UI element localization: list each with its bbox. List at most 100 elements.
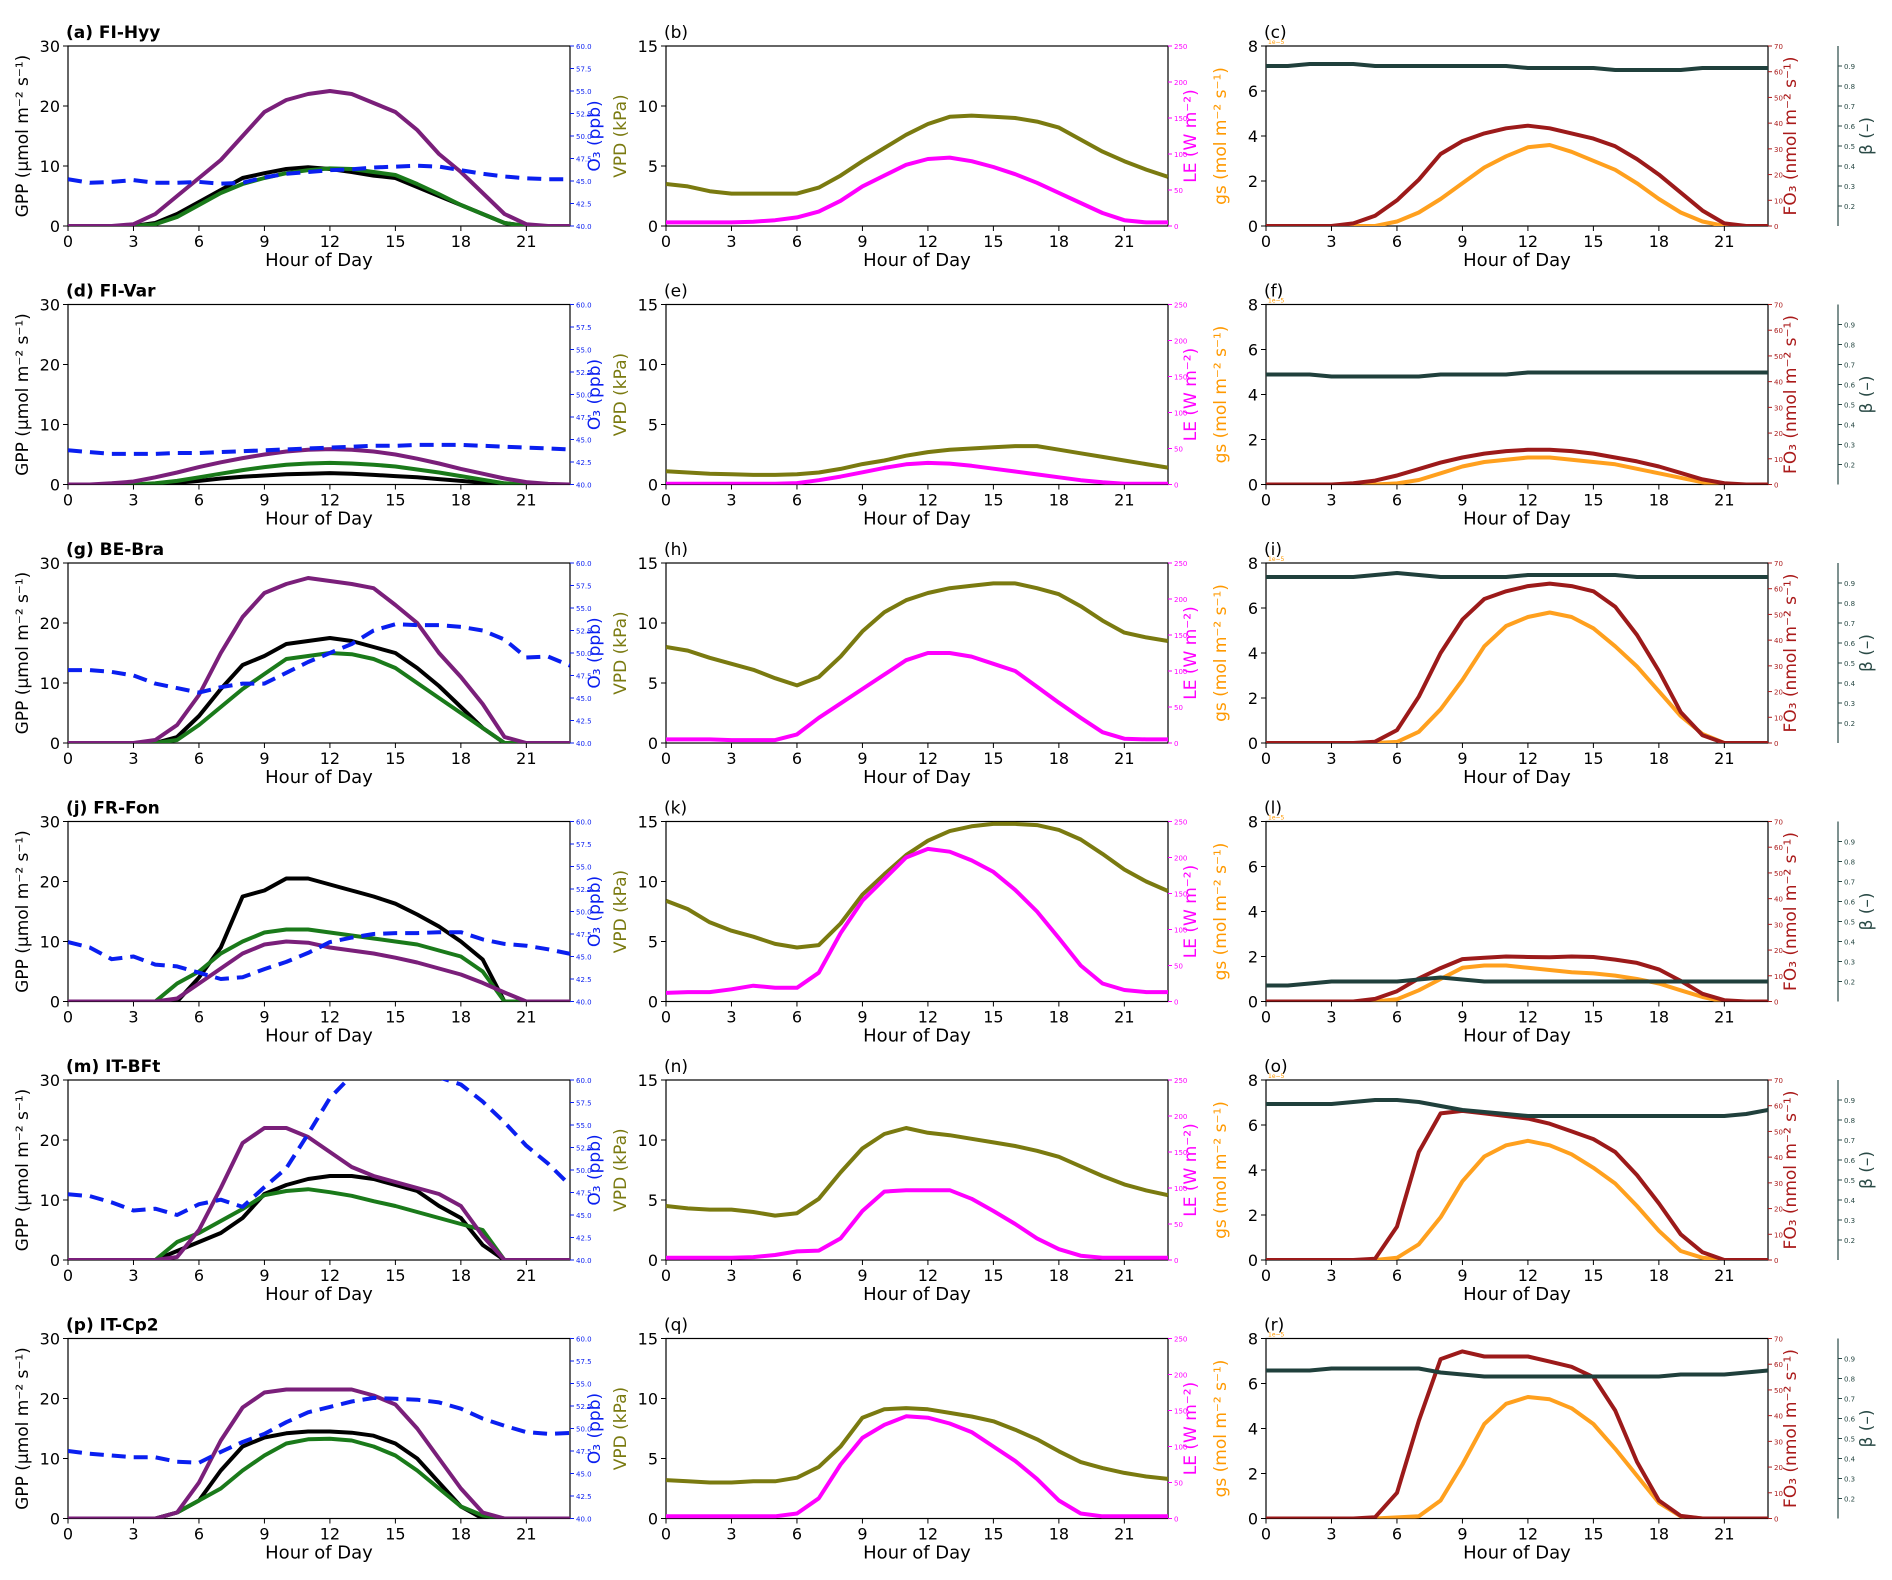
y2-tick-label-e: 0 — [1174, 482, 1178, 490]
x-tick-label-o: 0 — [1261, 1266, 1271, 1285]
x-tick-label-r: 9 — [1457, 1525, 1467, 1544]
x-tick-label-l: 0 — [1261, 1008, 1271, 1027]
y2-tick-label-q: 100 — [1174, 1444, 1187, 1452]
y2-tick-label-d: 60.0 — [576, 302, 592, 310]
panel-frame-a — [67, 45, 571, 227]
y2-tick-label-n: 100 — [1174, 1185, 1187, 1193]
y2-tick-label-p: 47.5 — [576, 1448, 592, 1456]
y2-axis-label-d: O₃ (ppb) — [585, 359, 605, 430]
y2-tick-label-h: 150 — [1174, 632, 1187, 640]
y2-tick-label-n: 250 — [1174, 1077, 1187, 1085]
series-beta-o — [1266, 1098, 1768, 1118]
panel-title-h: (h) — [664, 540, 688, 560]
series-gpp_purple-m — [68, 1126, 570, 1260]
y-tick-label-d: 0 — [50, 476, 60, 495]
x-tick-label-q: 3 — [726, 1525, 736, 1544]
x-tick-label-j: 0 — [63, 1008, 73, 1027]
x-tick-label-n: 21 — [1114, 1266, 1134, 1285]
beta-tick-label-i: 0.6 — [1844, 640, 1856, 648]
y2-tick-label-c: 30 — [1774, 146, 1783, 154]
y2-tick-label-h: 50 — [1174, 704, 1183, 712]
y2-tick-label-b: 200 — [1174, 79, 1187, 87]
y2-axis-label-e: LE (W m⁻²) — [1181, 348, 1201, 441]
y2-tick-label-l: 30 — [1774, 921, 1783, 929]
panel-title-l: (l) — [1264, 799, 1282, 819]
y2-tick-label-a: 55.0 — [576, 88, 592, 96]
beta-tick-label-r: 0.9 — [1844, 1356, 1855, 1364]
y2-tick-label-f: 60 — [1774, 327, 1783, 335]
beta-tick-label-f: 0.4 — [1844, 422, 1856, 430]
y2-tick-label-h: 250 — [1174, 560, 1187, 568]
series-gs-l — [1266, 963, 1768, 1002]
y-tick-label-g: 20 — [40, 614, 60, 633]
x-axis-label-o: Hour of Day — [1463, 1284, 1571, 1305]
x-tick-label-k: 6 — [792, 1008, 802, 1027]
x-axis-label-g: Hour of Day — [265, 767, 373, 788]
x-tick-label-k: 9 — [857, 1008, 867, 1027]
y-axis-label-n: VPD (kPa) — [611, 1128, 631, 1211]
x-tick-label-g: 3 — [128, 749, 138, 768]
x-axis-label-h: Hour of Day — [863, 767, 971, 788]
y-tick-label-c: 8 — [1248, 37, 1258, 56]
y-tick-label-e: 10 — [638, 356, 658, 375]
beta-tick-label-i: 0.4 — [1844, 680, 1856, 688]
y2-tick-label-p: 50.0 — [576, 1426, 592, 1434]
y2-tick-label-i: 0 — [1774, 740, 1778, 748]
series-beta-r — [1266, 1366, 1768, 1379]
beta-axis-label-c: β (–) — [1857, 117, 1877, 155]
y-tick-label-i: 2 — [1248, 689, 1258, 708]
y2-tick-label-m: 60.0 — [576, 1077, 592, 1085]
y2-tick-label-d: 55.0 — [576, 347, 592, 355]
y2-axis-label-q: LE (W m⁻²) — [1181, 1382, 1201, 1475]
x-tick-label-f: 3 — [1326, 491, 1336, 510]
x-tick-label-b: 3 — [726, 232, 736, 251]
y2-axis-label-i: FO₃ (nmol m⁻² s⁻¹) — [1781, 574, 1801, 733]
panel-frame-q — [665, 1337, 1169, 1520]
y-tick-label-r: 0 — [1248, 1510, 1258, 1529]
x-tick-label-q: 12 — [918, 1525, 938, 1544]
series-vpd-e — [666, 444, 1168, 477]
y2-tick-label-l: 20 — [1774, 947, 1783, 955]
beta-tick-label-i: 0.9 — [1844, 580, 1855, 588]
y2-tick-label-r: 0 — [1774, 1516, 1778, 1524]
panel-title-f: (f) — [1264, 282, 1283, 302]
panel-title-n: (n) — [664, 1057, 688, 1077]
y2-axis-label-j: O₃ (ppb) — [585, 876, 605, 947]
y2-tick-label-c: 20 — [1774, 172, 1783, 180]
y2-tick-label-q: 150 — [1174, 1408, 1187, 1416]
y2-tick-label-o: 10 — [1774, 1231, 1783, 1239]
x-tick-label-n: 9 — [857, 1266, 867, 1285]
x-tick-label-p: 21 — [516, 1525, 536, 1544]
x-tick-label-e: 12 — [918, 491, 938, 510]
x-tick-label-p: 9 — [259, 1525, 269, 1544]
y2-tick-label-a: 50.0 — [576, 133, 592, 141]
y-tick-label-o: 2 — [1248, 1206, 1258, 1225]
y-tick-label-g: 0 — [50, 734, 60, 753]
y2-tick-label-g: 40.0 — [576, 740, 592, 748]
y-axis-label-j: GPP (μmol m⁻² s⁻¹) — [13, 830, 33, 993]
beta-tick-label-o: 0.3 — [1844, 1217, 1855, 1225]
y-axis-label-o: gs (mol m⁻² s⁻¹) — [1211, 1101, 1231, 1239]
gs-exponent-r: 1e−5 — [1268, 1332, 1285, 1339]
panel-title-k: (k) — [664, 799, 687, 819]
beta-tick-label-r: 0.3 — [1844, 1476, 1855, 1484]
x-tick-label-p: 3 — [128, 1525, 138, 1544]
panel-frame-c — [1265, 45, 1769, 227]
y2-tick-label-j: 60.0 — [576, 819, 592, 827]
panel-title-o: (o) — [1264, 1057, 1288, 1077]
gs-exponent-c: 1e−5 — [1268, 39, 1285, 46]
x-tick-label-k: 21 — [1114, 1008, 1134, 1027]
beta-tick-label-f: 0.9 — [1844, 322, 1855, 330]
x-tick-label-q: 9 — [857, 1525, 867, 1544]
series-vpd-h — [666, 581, 1168, 688]
series-le-q — [666, 1414, 1168, 1519]
y-axis-label-q: VPD (kPa) — [611, 1387, 631, 1470]
x-tick-label-f: 18 — [1649, 491, 1669, 510]
x-tick-label-q: 0 — [661, 1525, 671, 1544]
series-fo3-c — [1266, 123, 1768, 226]
beta-axis-label-o: β (–) — [1857, 1151, 1877, 1189]
y-tick-label-l: 8 — [1248, 813, 1258, 832]
x-tick-label-e: 15 — [983, 491, 1003, 510]
x-tick-label-b: 18 — [1049, 232, 1069, 251]
beta-tick-label-l: 0.8 — [1844, 859, 1855, 867]
